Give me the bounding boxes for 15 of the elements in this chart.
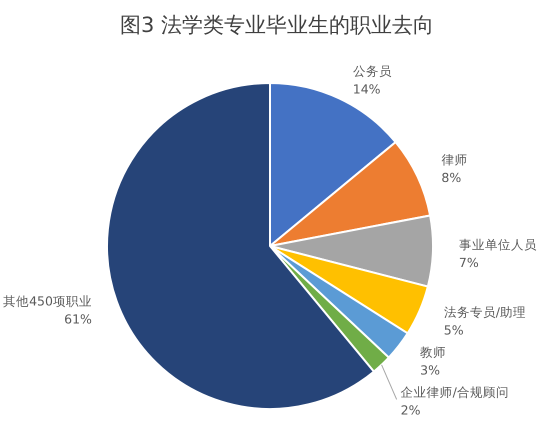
- slice-label: 教师: [420, 344, 446, 360]
- slice-label: 其他450项职业: [3, 294, 92, 309]
- data-label: 7%: [458, 254, 479, 270]
- data-label: 14%: [352, 82, 381, 97]
- data-label: 5%: [444, 322, 464, 338]
- data-label: 8%: [441, 170, 462, 186]
- chart-title: 图3 法学类专业毕业生的职业去向: [120, 13, 434, 37]
- slice-label: 法务专员/助理: [444, 304, 526, 320]
- slice-label: 律师: [441, 152, 468, 168]
- slice-label: 事业单位人员: [458, 236, 537, 252]
- data-label: 3%: [420, 362, 440, 378]
- slice-label: 公务员: [352, 64, 392, 79]
- data-label: 2%: [400, 402, 421, 418]
- slice-label: 企业律师/合规顾问: [400, 384, 509, 400]
- data-label: 61%: [64, 312, 92, 327]
